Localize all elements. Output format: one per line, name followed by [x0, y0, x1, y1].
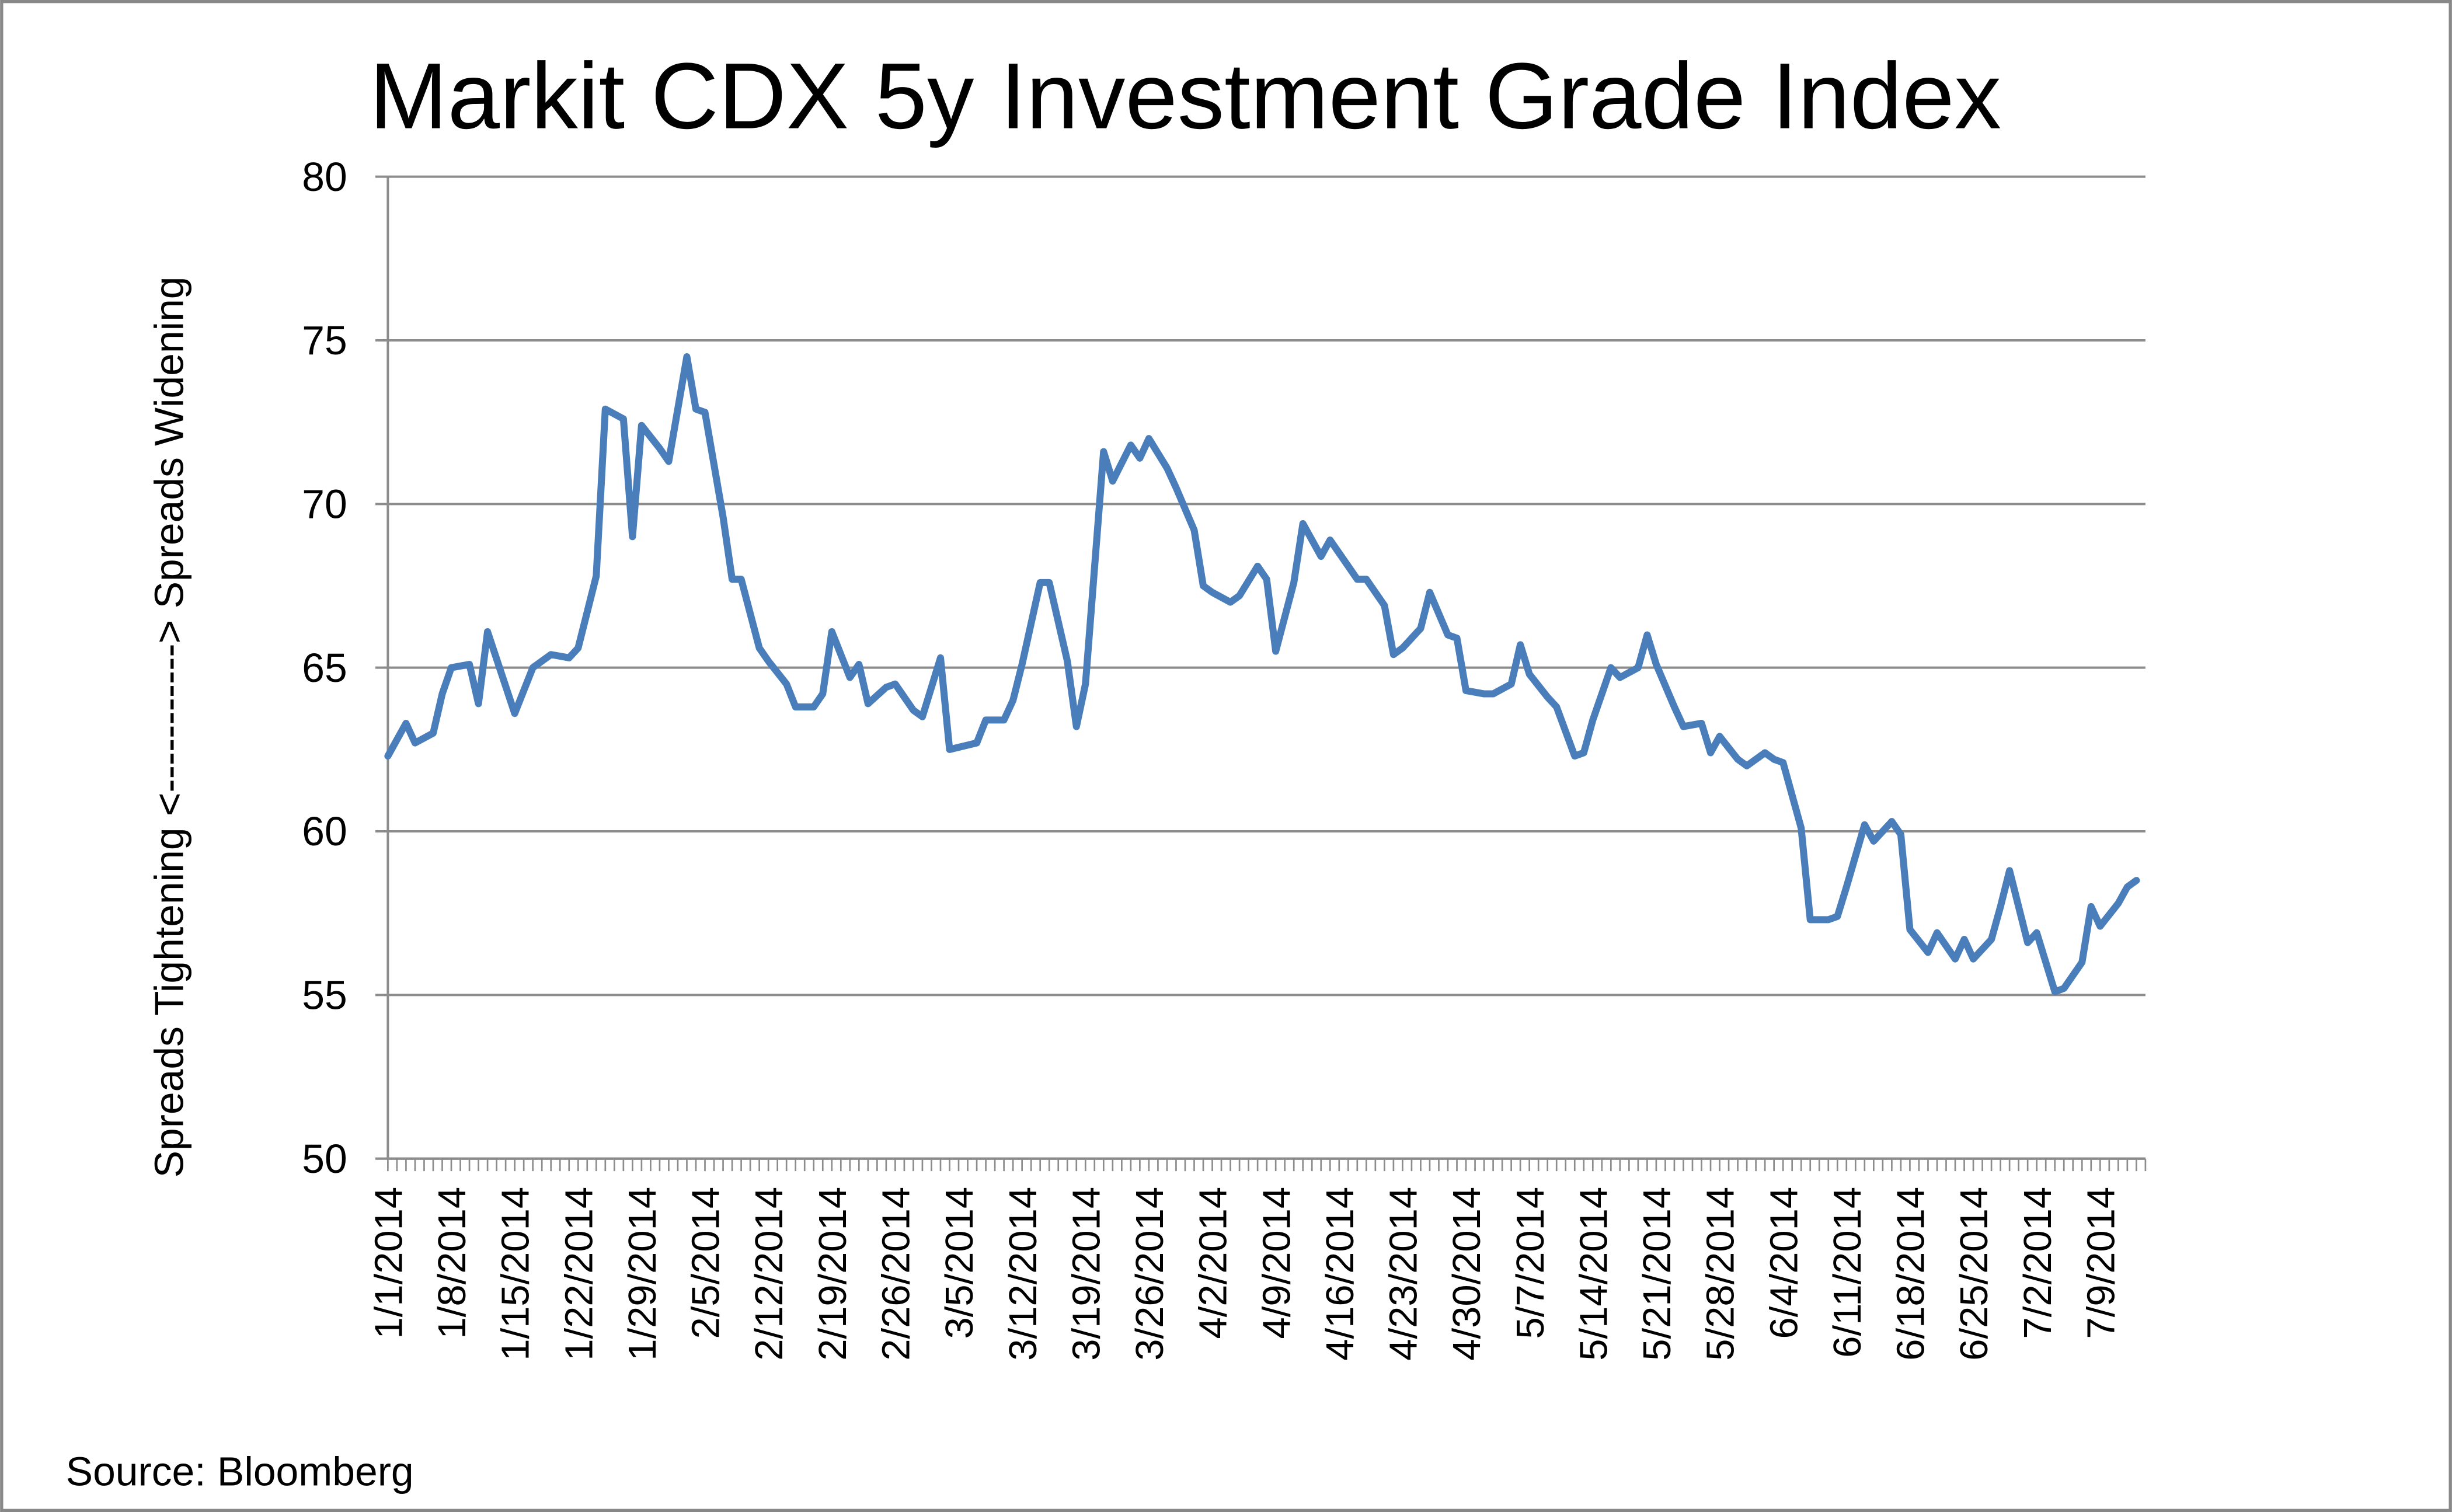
data-point	[1782, 762, 1784, 763]
data-point	[1964, 939, 1965, 940]
x-tick-label: 1/15/2014	[494, 1187, 538, 1361]
data-point	[514, 713, 515, 714]
data-point	[1520, 644, 1521, 645]
data-point	[668, 461, 669, 462]
x-tick-label: 1/8/2014	[430, 1187, 474, 1339]
series-line	[384, 353, 2140, 995]
data-point	[795, 706, 796, 708]
source-note: Source: Bloomberg	[66, 1448, 414, 1494]
y-tick-label: 60	[302, 809, 347, 854]
x-tick-label: 4/23/2014	[1382, 1187, 1426, 1361]
x-tick-label: 6/18/2014	[1889, 1187, 1933, 1361]
data-point	[469, 664, 470, 665]
chart-title: Markit CDX 5y Investment Grade Index	[370, 44, 2001, 149]
data-point	[1873, 841, 1874, 842]
data-point	[2118, 903, 2119, 904]
data-point	[886, 687, 887, 688]
x-tick-label: 7/9/2014	[2079, 1187, 2123, 1339]
data-point	[1719, 736, 1720, 737]
y-tick-label: 70	[302, 481, 347, 527]
x-tick-label: 6/4/2014	[1762, 1187, 1806, 1339]
x-tick-label: 5/14/2014	[1572, 1187, 1615, 1361]
data-point	[1638, 667, 1639, 668]
data-point	[1991, 939, 1992, 940]
data-point	[868, 703, 869, 704]
x-tick-label: 1/22/2014	[557, 1187, 601, 1361]
x-tick-label: 6/11/2014	[1826, 1187, 1869, 1358]
data-point	[1547, 696, 1548, 698]
data-point	[1619, 677, 1621, 678]
data-point	[1366, 579, 1367, 580]
data-point	[1674, 706, 1675, 708]
data-point	[2009, 870, 2010, 871]
data-point	[1348, 566, 1349, 567]
data-point	[1329, 539, 1331, 541]
data-point	[1212, 592, 1213, 593]
data-point	[2054, 991, 2055, 992]
y-tick-label: 65	[302, 645, 347, 691]
data-point	[759, 647, 760, 649]
x-tick-label: 4/2/2014	[1192, 1187, 1235, 1339]
x-tick-label: 3/12/2014	[1001, 1187, 1045, 1361]
data-point	[1384, 605, 1385, 606]
data-point	[2136, 880, 2137, 881]
x-tick-label: 5/7/2014	[1509, 1187, 1552, 1339]
data-point	[1529, 674, 1530, 675]
data-point	[1103, 451, 1104, 452]
data-point	[732, 579, 733, 580]
data-point	[577, 647, 579, 649]
x-tick-label: 7/2/2014	[2016, 1187, 2060, 1339]
x-tick-label: 5/28/2014	[1699, 1187, 1743, 1361]
data-point	[1683, 726, 1684, 727]
x-tick-label: 5/21/2014	[1635, 1187, 1679, 1361]
data-point	[1701, 723, 1702, 724]
data-point	[451, 667, 452, 668]
data-point	[1556, 706, 1557, 708]
x-tick-label: 4/30/2014	[1445, 1187, 1489, 1361]
x-tick-label: 4/9/2014	[1255, 1187, 1298, 1339]
x-tick-label: 3/26/2014	[1128, 1187, 1172, 1361]
y-tick-label: 50	[302, 1136, 347, 1182]
data-point	[813, 706, 814, 708]
y-tick-label: 75	[302, 318, 347, 363]
data-point	[632, 536, 633, 537]
x-tick-label: 2/19/2014	[811, 1187, 855, 1361]
data-point	[849, 677, 851, 678]
x-tick-label: 6/25/2014	[1952, 1187, 1996, 1361]
data-point	[1402, 647, 1403, 649]
data-point	[433, 733, 434, 734]
x-tick-label: 1/29/2014	[621, 1187, 664, 1361]
data-point	[478, 703, 479, 704]
x-tick-label: 3/19/2014	[1064, 1187, 1108, 1361]
data-point	[1239, 595, 1240, 596]
x-tick-label: 2/5/2014	[684, 1187, 728, 1339]
data-point	[1076, 726, 1077, 727]
data-point	[1357, 579, 1358, 580]
data-point	[532, 667, 533, 668]
data-point	[1266, 579, 1267, 580]
x-tick-label: 3/5/2014	[938, 1187, 981, 1339]
y-tick-label: 55	[302, 972, 347, 1018]
x-tick-label: 1/1/2014	[367, 1187, 410, 1339]
x-tick-label: 4/16/2014	[1318, 1187, 1362, 1361]
y-tick-label: 80	[302, 154, 347, 200]
x-tick-label: 2/26/2014	[875, 1187, 918, 1361]
x-tick-label: 2/12/2014	[747, 1187, 791, 1361]
data-point	[1656, 664, 1657, 665]
data-point	[1148, 438, 1150, 439]
data-point	[1737, 759, 1738, 760]
data-point	[1420, 628, 1421, 629]
y-axis-title: Spreads Tightening <-----------> Spreads…	[147, 276, 192, 1177]
